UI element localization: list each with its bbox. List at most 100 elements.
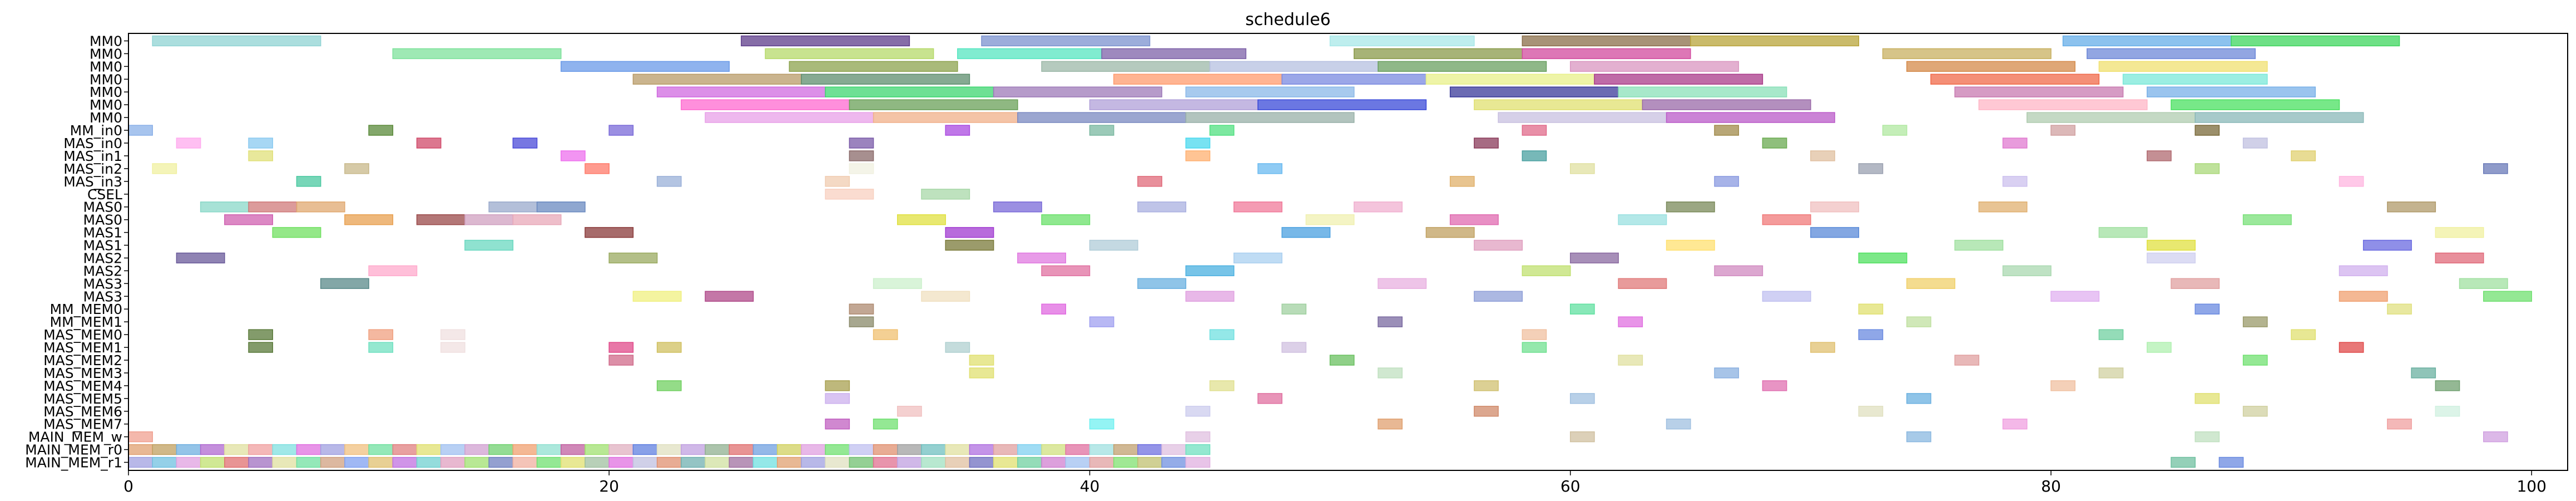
task-bar bbox=[584, 163, 610, 174]
y-tick-label: MAS1 bbox=[83, 225, 122, 241]
task-bar bbox=[440, 444, 465, 455]
task-bar bbox=[2171, 99, 2340, 110]
task-bar bbox=[368, 456, 394, 468]
task-bar bbox=[705, 456, 730, 468]
task-bar bbox=[464, 239, 514, 251]
x-axis: 0 20 40 60 80 100 bbox=[123, 470, 2547, 495]
task-bar bbox=[825, 176, 850, 187]
y-tick-label: MAS0 bbox=[83, 212, 122, 228]
task-bar bbox=[224, 456, 249, 468]
task-bar bbox=[320, 444, 345, 455]
task-bar bbox=[2435, 406, 2460, 417]
task-bar bbox=[1498, 112, 1667, 123]
task-bar bbox=[1618, 86, 1787, 97]
task-bar bbox=[789, 61, 958, 72]
task-bar bbox=[152, 163, 177, 174]
y-tick-label: CSEL bbox=[87, 186, 122, 203]
task-bar bbox=[608, 355, 634, 366]
task-bar bbox=[1666, 202, 1715, 213]
y-tick-label: MAIN_MEM_r1 bbox=[25, 455, 122, 471]
task-bar bbox=[1666, 112, 1835, 123]
task-bar bbox=[272, 227, 321, 238]
task-bar bbox=[2171, 456, 2196, 468]
task-bar bbox=[224, 444, 249, 455]
task-bar bbox=[1281, 342, 1307, 353]
task-bar bbox=[440, 329, 465, 340]
task-bar bbox=[752, 456, 778, 468]
task-bar bbox=[2002, 419, 2028, 430]
task-bar bbox=[344, 214, 394, 225]
task-bar bbox=[2339, 291, 2388, 302]
task-bar bbox=[801, 444, 826, 455]
task-bar bbox=[632, 73, 802, 85]
task-bar bbox=[416, 444, 442, 455]
task-bar bbox=[128, 431, 153, 443]
task-bar bbox=[873, 444, 898, 455]
task-bar bbox=[1906, 431, 1931, 443]
task-bar bbox=[1569, 163, 1595, 174]
task-bar bbox=[849, 137, 874, 149]
task-bar bbox=[1522, 48, 1691, 60]
task-bar bbox=[2147, 252, 2196, 264]
task-bar bbox=[1425, 73, 1595, 85]
task-bar bbox=[2194, 163, 2220, 174]
task-bar bbox=[512, 214, 562, 225]
task-bar bbox=[368, 125, 394, 136]
task-bar bbox=[873, 329, 898, 340]
task-bar bbox=[561, 150, 586, 161]
task-bar bbox=[1642, 99, 1811, 110]
task-bar bbox=[1161, 456, 1187, 468]
task-bar bbox=[176, 252, 225, 264]
task-bar bbox=[656, 86, 826, 97]
task-bar bbox=[849, 456, 874, 468]
task-bar bbox=[765, 48, 934, 60]
task-bar bbox=[1281, 73, 1427, 85]
task-bar bbox=[825, 456, 850, 468]
task-bar bbox=[1185, 112, 1355, 123]
y-tick-label: MAS2 bbox=[83, 263, 122, 279]
task-bar bbox=[1041, 303, 1067, 315]
task-bar bbox=[2291, 150, 2316, 161]
task-bar bbox=[1185, 86, 1355, 97]
task-bar bbox=[248, 342, 274, 353]
task-bar bbox=[1714, 265, 1763, 277]
task-bar bbox=[344, 444, 369, 455]
task-bar bbox=[1569, 431, 1595, 443]
task-bar bbox=[1810, 150, 1835, 161]
task-bar bbox=[344, 456, 369, 468]
y-tick-label: MAS_MEM4 bbox=[43, 378, 122, 394]
task-bar bbox=[825, 444, 850, 455]
task-bar bbox=[2194, 303, 2220, 315]
task-bar bbox=[1185, 291, 1235, 302]
task-bar bbox=[1522, 329, 1547, 340]
task-bar bbox=[993, 86, 1162, 97]
task-bar bbox=[921, 456, 946, 468]
task-bar bbox=[945, 239, 994, 251]
task-bar bbox=[296, 456, 321, 468]
task-bar bbox=[921, 444, 946, 455]
task-bar bbox=[1137, 444, 1162, 455]
task-bar bbox=[416, 214, 465, 225]
task-bar bbox=[1522, 342, 1547, 353]
task-bar bbox=[248, 150, 274, 161]
task-bar bbox=[1618, 316, 1643, 327]
task-bar bbox=[2122, 73, 2268, 85]
task-bar bbox=[1594, 73, 1763, 85]
task-bar bbox=[2098, 367, 2124, 379]
task-bar bbox=[1714, 125, 1739, 136]
task-bar bbox=[705, 291, 754, 302]
task-bar bbox=[320, 278, 369, 289]
task-bar bbox=[272, 444, 298, 455]
task-bar bbox=[1041, 61, 1211, 72]
task-bar bbox=[741, 35, 910, 47]
task-bar bbox=[1185, 406, 1211, 417]
task-bar bbox=[1185, 137, 1211, 149]
task-bar bbox=[1954, 355, 1980, 366]
task-bar bbox=[2483, 163, 2508, 174]
task-bar bbox=[1185, 456, 1211, 468]
task-bar bbox=[2242, 355, 2268, 366]
y-tick-label: MM0 bbox=[90, 110, 122, 126]
task-bar bbox=[176, 456, 201, 468]
task-bar bbox=[176, 444, 201, 455]
task-bar bbox=[1906, 316, 1931, 327]
